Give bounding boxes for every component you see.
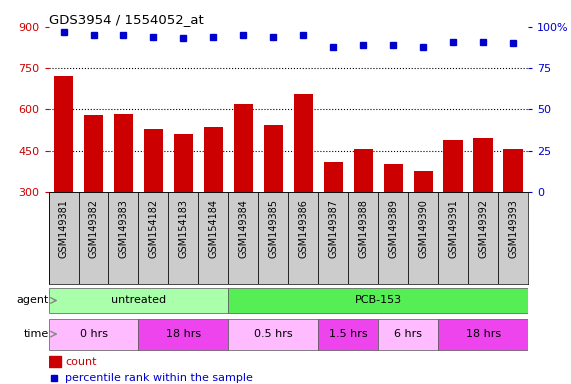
Text: agent: agent: [16, 295, 49, 306]
Text: GSM149383: GSM149383: [118, 199, 128, 258]
Text: 18 hrs: 18 hrs: [465, 329, 501, 339]
FancyBboxPatch shape: [168, 192, 199, 284]
Bar: [204, 127, 223, 192]
Text: GSM149386: GSM149386: [298, 199, 308, 258]
Text: GSM149392: GSM149392: [478, 199, 488, 258]
FancyBboxPatch shape: [199, 192, 228, 284]
Text: 0 hrs: 0 hrs: [79, 329, 107, 339]
FancyBboxPatch shape: [379, 319, 439, 349]
FancyBboxPatch shape: [439, 192, 468, 284]
Text: 6 hrs: 6 hrs: [394, 329, 423, 339]
FancyBboxPatch shape: [408, 192, 439, 284]
Bar: [234, 104, 253, 192]
Text: GSM149382: GSM149382: [89, 199, 99, 258]
FancyBboxPatch shape: [259, 192, 288, 284]
FancyBboxPatch shape: [319, 192, 348, 284]
FancyBboxPatch shape: [319, 319, 379, 349]
Text: GSM149393: GSM149393: [508, 199, 518, 258]
Bar: [84, 115, 103, 192]
Text: time: time: [23, 329, 49, 339]
Bar: [174, 134, 193, 192]
Text: GSM149387: GSM149387: [328, 199, 339, 258]
Text: 0.5 hrs: 0.5 hrs: [254, 329, 293, 339]
Bar: [293, 94, 313, 192]
Bar: [384, 164, 403, 192]
FancyBboxPatch shape: [379, 192, 408, 284]
Bar: [353, 149, 373, 192]
Text: GSM149384: GSM149384: [238, 199, 248, 258]
FancyBboxPatch shape: [228, 319, 319, 349]
Bar: [324, 162, 343, 192]
FancyBboxPatch shape: [348, 192, 379, 284]
Bar: [144, 129, 163, 192]
FancyBboxPatch shape: [139, 319, 228, 349]
FancyBboxPatch shape: [49, 192, 79, 284]
FancyBboxPatch shape: [288, 192, 319, 284]
FancyBboxPatch shape: [228, 288, 528, 313]
Text: GSM149385: GSM149385: [268, 199, 279, 258]
FancyBboxPatch shape: [108, 192, 139, 284]
Bar: [444, 140, 463, 192]
FancyBboxPatch shape: [49, 319, 139, 349]
Bar: [114, 114, 133, 192]
FancyBboxPatch shape: [439, 319, 528, 349]
Text: GSM149390: GSM149390: [418, 199, 428, 258]
Text: GSM149381: GSM149381: [58, 199, 69, 258]
Bar: [54, 76, 73, 192]
Text: GSM149389: GSM149389: [388, 199, 399, 258]
Text: GSM149388: GSM149388: [358, 199, 368, 258]
FancyBboxPatch shape: [139, 192, 168, 284]
Text: 18 hrs: 18 hrs: [166, 329, 201, 339]
FancyBboxPatch shape: [498, 192, 528, 284]
Text: GDS3954 / 1554052_at: GDS3954 / 1554052_at: [49, 13, 203, 26]
Bar: [264, 124, 283, 192]
Text: GSM154183: GSM154183: [178, 199, 188, 258]
Text: GSM149391: GSM149391: [448, 199, 459, 258]
FancyBboxPatch shape: [228, 192, 259, 284]
Text: PCB-153: PCB-153: [355, 295, 402, 306]
Text: GSM154184: GSM154184: [208, 199, 219, 258]
Text: count: count: [65, 357, 97, 367]
Bar: [413, 171, 433, 192]
Text: GSM154182: GSM154182: [148, 199, 159, 258]
FancyBboxPatch shape: [468, 192, 498, 284]
FancyBboxPatch shape: [49, 288, 228, 313]
Bar: [473, 138, 493, 192]
Text: 1.5 hrs: 1.5 hrs: [329, 329, 368, 339]
Bar: [49, 356, 61, 367]
FancyBboxPatch shape: [79, 192, 108, 284]
Bar: [504, 149, 523, 192]
Text: percentile rank within the sample: percentile rank within the sample: [65, 373, 253, 383]
Text: untreated: untreated: [111, 295, 166, 306]
